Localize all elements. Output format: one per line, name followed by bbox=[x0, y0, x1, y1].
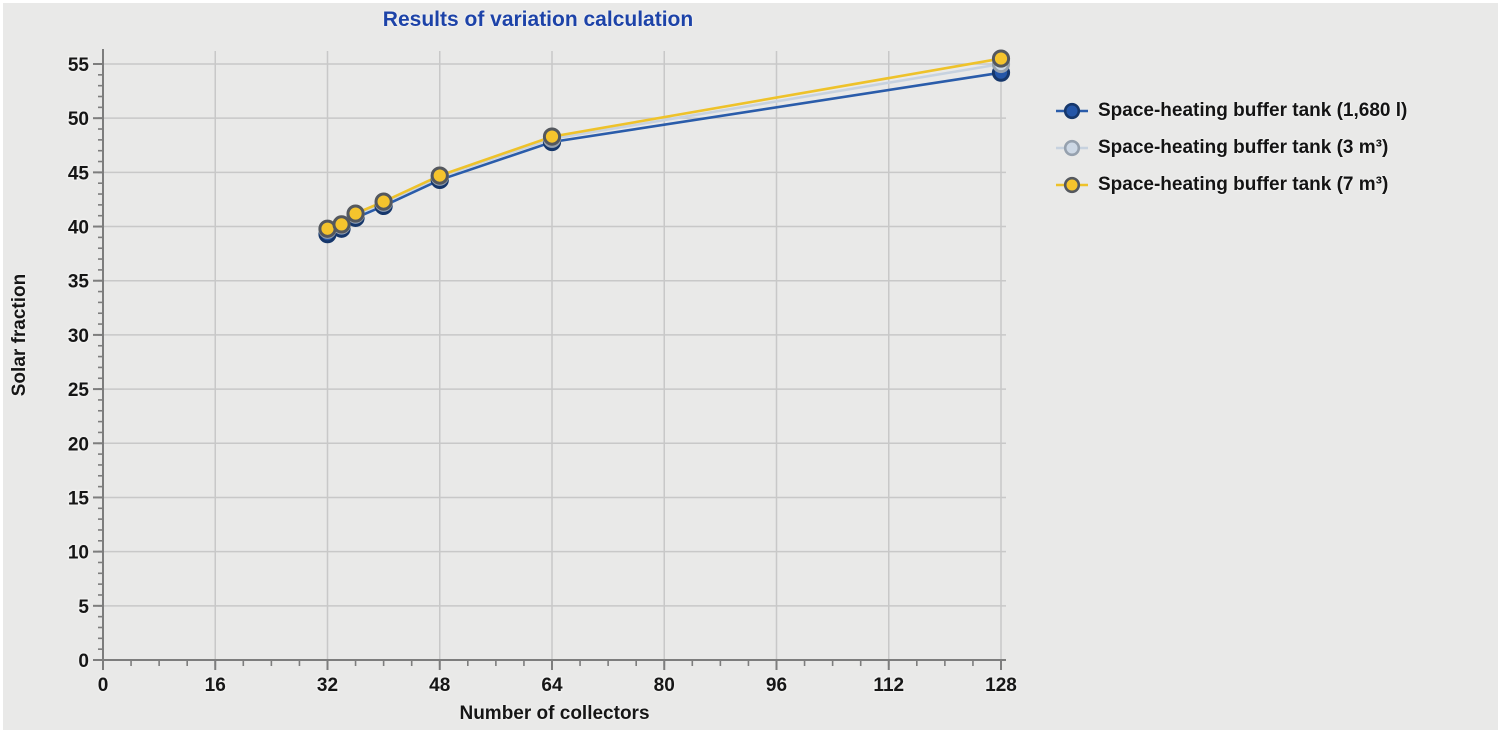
legend-label: Space-heating buffer tank (3 m³) bbox=[1098, 136, 1389, 158]
legend-label: Space-heating buffer tank (7 m³) bbox=[1098, 173, 1389, 195]
y-tick-label: 0 bbox=[78, 651, 89, 672]
y-tick-label: 35 bbox=[68, 272, 90, 293]
y-tick-label: 55 bbox=[68, 55, 90, 76]
x-tick-label: 128 bbox=[985, 675, 1017, 696]
data-point-marker bbox=[430, 166, 449, 185]
y-tick-label: 50 bbox=[68, 109, 89, 130]
legend-label: Space-heating buffer tank (1,680 l) bbox=[1098, 99, 1408, 121]
y-tick-label: 45 bbox=[68, 163, 90, 184]
legend-item-buffer-7m3[interactable]: Space-heating buffer tank (7 m³) bbox=[1055, 166, 1407, 203]
x-tick-label: 96 bbox=[766, 675, 787, 696]
data-point-marker bbox=[332, 215, 351, 234]
x-tick-label: 32 bbox=[317, 675, 338, 696]
x-tick-label: 0 bbox=[98, 675, 109, 696]
y-tick-label: 40 bbox=[68, 218, 89, 239]
y-tick-label: 10 bbox=[68, 543, 89, 564]
legend-item-buffer-1680l[interactable]: Space-heating buffer tank (1,680 l) bbox=[1055, 92, 1407, 129]
plot-area: 0 16 32 48 64 80 96 112 128 0 5 10 15 20 25 30 35 40 45 50 5… bbox=[66, 49, 1018, 698]
data-point-marker bbox=[346, 204, 365, 223]
x-axis-title: Number of collectors bbox=[459, 703, 650, 724]
y-tick-label: 20 bbox=[68, 434, 89, 455]
legend-marker-icon bbox=[1056, 176, 1088, 193]
y-tick-label: 5 bbox=[78, 597, 89, 618]
variation-results-panel: Results of variation calculation 0 16 32 48… bbox=[3, 3, 1498, 730]
x-tick-label: 16 bbox=[205, 675, 226, 696]
data-point-marker bbox=[374, 192, 393, 211]
x-tick-label: 112 bbox=[873, 675, 904, 696]
y-tick-label: 25 bbox=[68, 380, 90, 401]
legend-marker-icon bbox=[1056, 139, 1088, 156]
x-tick-label: 48 bbox=[429, 675, 450, 696]
legend: Space-heating buffer tank (1,680 l) Spac… bbox=[1055, 92, 1407, 203]
chart-title: Results of variation calculation bbox=[382, 8, 694, 31]
legend-marker-icon bbox=[1056, 102, 1088, 119]
y-tick-label: 15 bbox=[68, 488, 90, 509]
data-point-marker bbox=[542, 127, 562, 146]
x-tick-label: 64 bbox=[541, 675, 563, 696]
y-axis-title: Solar fraction bbox=[9, 273, 30, 397]
data-point-marker bbox=[991, 49, 1011, 68]
legend-item-buffer-3m3[interactable]: Space-heating buffer tank (3 m³) bbox=[1055, 129, 1407, 166]
y-tick-label: 30 bbox=[68, 326, 89, 347]
x-tick-label: 80 bbox=[654, 675, 675, 696]
